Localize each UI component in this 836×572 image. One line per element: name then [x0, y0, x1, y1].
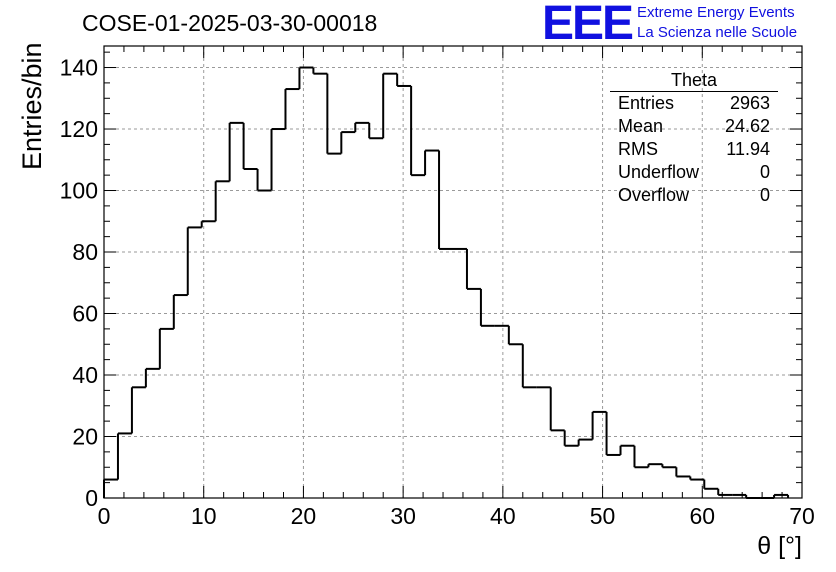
- stats-label: RMS: [618, 139, 658, 159]
- stats-row-overflow: Overflow 0: [610, 184, 778, 207]
- y-tick-label: 80: [72, 239, 98, 265]
- stats-row-entries: Entries 2963: [610, 92, 778, 115]
- y-axis-label: Entries/bin: [17, 42, 47, 170]
- y-tick-label: 60: [72, 301, 98, 327]
- x-tick-label: 40: [490, 503, 516, 529]
- plot-frame: [103, 45, 803, 499]
- eee-logo: EEE: [542, 0, 634, 50]
- stats-value: 0: [759, 162, 770, 182]
- stats-title: Theta: [610, 70, 778, 92]
- stats-value: 11.94: [726, 139, 770, 159]
- stats-value: 24.62: [724, 116, 770, 136]
- x-axis-label: θ [°]: [757, 532, 802, 560]
- x-tick-label: 70: [789, 503, 815, 529]
- stats-row-mean: Mean 24.62: [610, 115, 778, 138]
- stats-value: 0: [759, 185, 770, 205]
- stats-label: Entries: [618, 93, 675, 113]
- y-tick-label: 20: [72, 424, 98, 450]
- x-tick-label: 10: [191, 503, 217, 529]
- stats-box: Theta Entries 2963 Mean 24.62 RMS 11.94 …: [610, 70, 778, 207]
- x-tick-label: 60: [689, 503, 715, 529]
- x-tick-label: 30: [390, 503, 416, 529]
- stats-row-rms: RMS 11.94: [610, 138, 778, 161]
- stats-label: Overflow: [618, 185, 690, 205]
- x-tick-label: 20: [291, 503, 317, 529]
- x-tick-label: 0: [98, 503, 111, 529]
- y-tick-label: 40: [72, 362, 98, 388]
- y-tick-label: 140: [60, 55, 98, 81]
- logo-line-2: La Scienza nelle Scuole: [637, 24, 798, 41]
- chart-title: COSE-01-2025-03-30-00018: [82, 10, 378, 36]
- logo-line-1: Extreme Energy Events: [637, 4, 795, 21]
- stats-label: Mean: [618, 116, 664, 136]
- x-tick-label: 50: [590, 503, 616, 529]
- y-tick-label: 100: [60, 178, 98, 204]
- stats-label: Underflow: [618, 162, 700, 182]
- stats-row-underflow: Underflow 0: [610, 161, 778, 184]
- y-tick-label: 120: [60, 116, 98, 142]
- y-tick-label: 0: [85, 485, 98, 511]
- stats-value: 2963: [729, 93, 770, 113]
